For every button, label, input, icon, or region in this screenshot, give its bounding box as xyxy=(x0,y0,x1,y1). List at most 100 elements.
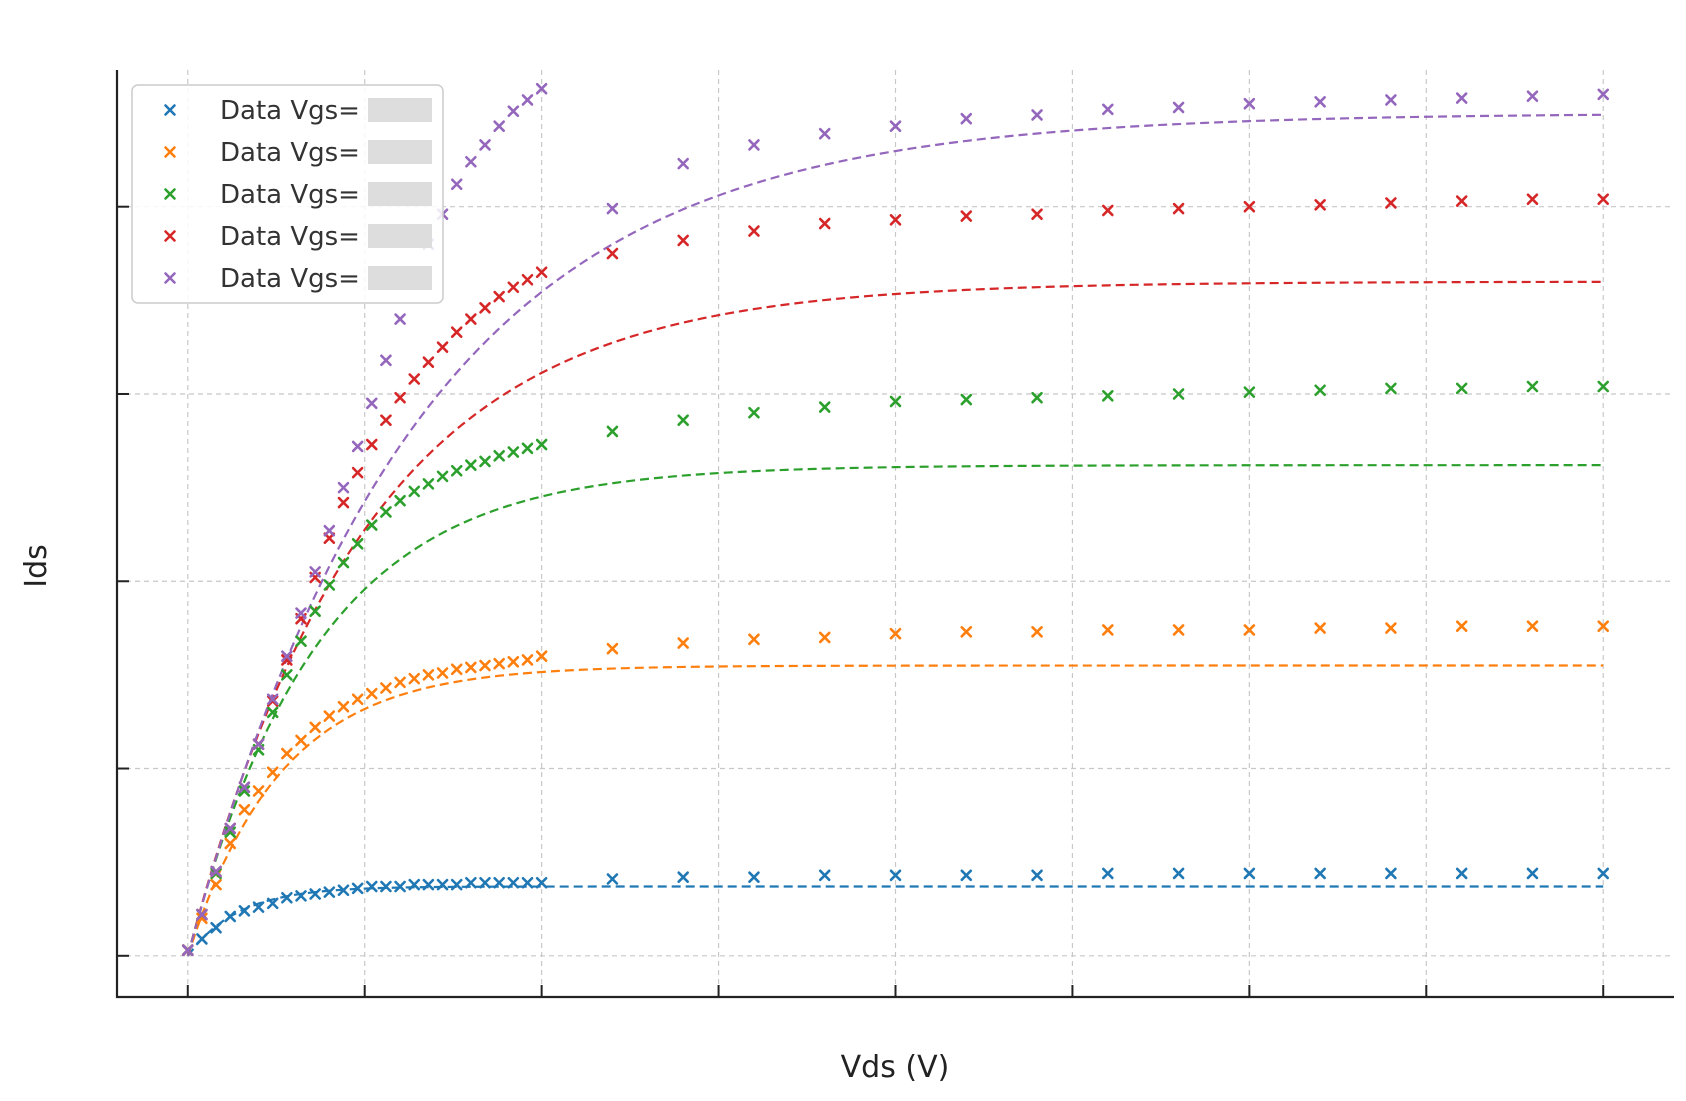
fit-curve-series-4 xyxy=(186,113,1604,957)
data-point-s0-9 xyxy=(309,888,321,900)
data-point-s3-13 xyxy=(365,438,378,451)
data-point-s1-11 xyxy=(337,700,350,713)
data-point-s3-14 xyxy=(380,414,392,426)
data-point-s0-34 xyxy=(1172,867,1185,880)
data-point-s0-8 xyxy=(295,890,307,902)
data-point-s4-19 xyxy=(450,178,463,191)
data-point-s1-34 xyxy=(1172,624,1185,636)
data-point-s0-14 xyxy=(380,880,392,893)
axis-spines xyxy=(115,70,1674,999)
data-point-s4-26 xyxy=(606,202,619,215)
data-point-s3-38 xyxy=(1455,195,1468,207)
data-point-s4-30 xyxy=(889,120,902,132)
data-point-s3-34 xyxy=(1172,202,1185,215)
data-point-s1-39 xyxy=(1526,620,1539,632)
data-point-s0-18 xyxy=(436,878,449,891)
y-axis-label: Ids xyxy=(19,544,54,588)
data-point-s1-25 xyxy=(535,650,548,662)
data-point-s1-26 xyxy=(606,642,619,655)
data-point-s1-8 xyxy=(295,734,307,747)
data-point-s1-1 xyxy=(196,912,208,925)
data-point-s1-12 xyxy=(351,693,364,706)
data-point-s3-6 xyxy=(266,695,279,707)
data-point-s0-35 xyxy=(1243,867,1256,880)
data-point-s2-33 xyxy=(1102,390,1114,402)
data-point-s4-39 xyxy=(1526,90,1539,103)
data-point-s3-28 xyxy=(748,225,760,237)
legend-redacted-value-3 xyxy=(368,224,432,248)
data-point-s0-37 xyxy=(1385,867,1397,880)
data-point-s3-30 xyxy=(889,214,902,226)
data-point-s2-4 xyxy=(238,785,251,797)
data-point-s1-13 xyxy=(365,687,378,700)
data-point-s0-3 xyxy=(224,910,237,923)
data-point-s3-20 xyxy=(465,313,477,325)
data-point-s2-13 xyxy=(365,519,378,531)
data-point-s3-40 xyxy=(1597,193,1610,206)
data-point-s1-10 xyxy=(323,710,336,722)
data-point-s3-18 xyxy=(436,341,449,353)
data-points xyxy=(181,82,1610,956)
fit-curve-series-2 xyxy=(186,464,1604,957)
data-point-s4-6 xyxy=(266,693,279,706)
data-point-s2-8 xyxy=(295,635,307,647)
data-point-s2-11 xyxy=(337,556,350,569)
data-point-s0-25 xyxy=(535,876,548,889)
data-point-s3-36 xyxy=(1314,199,1326,211)
data-point-s1-38 xyxy=(1455,620,1468,632)
data-point-s0-1 xyxy=(196,933,208,945)
fit-curves xyxy=(186,113,1604,957)
data-point-s2-29 xyxy=(818,401,831,413)
data-point-s2-19 xyxy=(450,464,463,477)
data-point-s1-37 xyxy=(1385,622,1397,634)
data-point-s0-6 xyxy=(266,897,279,910)
data-point-s3-7 xyxy=(281,654,293,666)
data-point-s3-24 xyxy=(521,273,534,286)
data-point-s4-2 xyxy=(210,865,222,878)
legend-label-1: Data Vgs= xyxy=(220,138,360,168)
data-point-s1-18 xyxy=(436,667,449,679)
data-point-s3-37 xyxy=(1385,197,1397,209)
data-point-s0-4 xyxy=(238,905,251,917)
data-point-s0-27 xyxy=(677,871,689,883)
data-point-s4-32 xyxy=(1031,109,1043,121)
legend-marker-1 xyxy=(164,146,176,158)
data-point-s2-34 xyxy=(1172,388,1185,400)
data-point-s4-38 xyxy=(1455,92,1468,104)
data-point-s0-39 xyxy=(1526,867,1539,880)
data-point-s1-9 xyxy=(309,721,321,734)
data-point-s1-3 xyxy=(224,837,237,850)
data-point-s3-25 xyxy=(535,266,548,279)
data-point-s1-4 xyxy=(238,803,251,816)
data-point-s2-25 xyxy=(535,438,548,451)
data-point-s4-8 xyxy=(295,607,307,619)
x-axis-label: Vds (V) xyxy=(841,1050,950,1085)
data-point-s2-18 xyxy=(436,470,449,483)
data-point-s2-28 xyxy=(748,406,760,419)
data-point-s1-40 xyxy=(1597,620,1610,632)
data-point-s2-3 xyxy=(224,826,237,838)
data-point-s0-22 xyxy=(493,876,505,889)
data-point-s1-27 xyxy=(677,637,689,649)
data-point-s1-22 xyxy=(493,657,505,670)
legend: Data Vgs= Data Vgs= Data Vgs= Data Vgs= Data… xyxy=(131,84,444,304)
legend-label-2: Data Vgs= xyxy=(220,180,360,210)
data-point-s4-27 xyxy=(677,157,689,170)
data-point-s0-15 xyxy=(394,880,406,893)
data-point-s3-29 xyxy=(818,217,831,230)
data-point-s1-20 xyxy=(465,661,477,674)
data-point-s4-25 xyxy=(535,82,548,95)
data-point-s2-27 xyxy=(677,414,689,426)
data-point-s0-33 xyxy=(1102,867,1114,880)
data-point-s0-7 xyxy=(281,891,293,904)
data-point-s1-36 xyxy=(1314,622,1326,634)
data-point-s4-5 xyxy=(252,738,265,750)
data-point-s2-21 xyxy=(479,455,491,468)
data-point-s4-4 xyxy=(238,781,251,794)
data-point-s1-17 xyxy=(422,669,435,681)
legend-redacted-value-4 xyxy=(368,266,432,290)
data-point-s4-37 xyxy=(1385,94,1397,106)
data-point-s2-20 xyxy=(465,459,477,471)
data-point-s4-21 xyxy=(479,139,491,151)
data-point-s0-38 xyxy=(1455,867,1468,880)
